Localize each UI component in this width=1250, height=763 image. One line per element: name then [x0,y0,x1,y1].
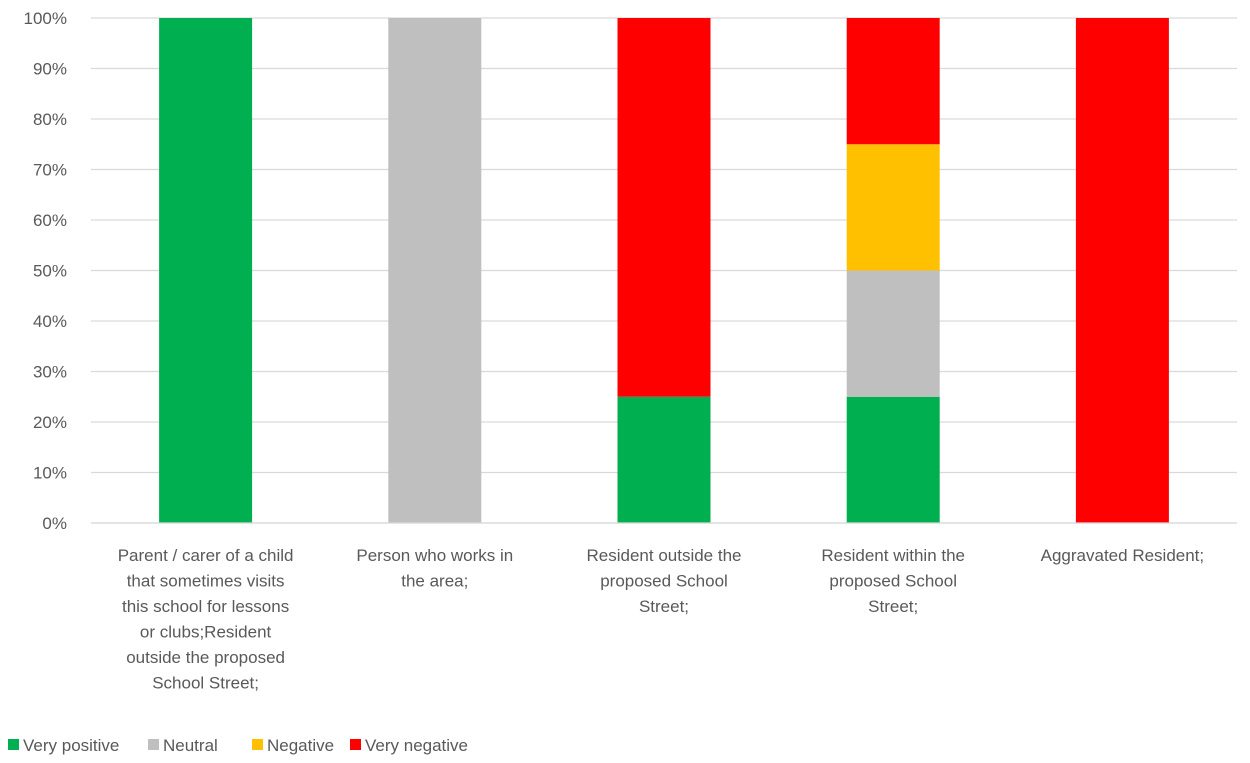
bar-segment [846,396,940,523]
legend-swatch [148,739,159,750]
y-tick-label: 0% [42,514,67,533]
y-tick-label: 80% [33,110,67,129]
legend-swatch [350,739,361,750]
legend-label: Very positive [23,736,119,755]
bar-segment [846,270,940,397]
legend-swatch [252,739,263,750]
legend-label: Very negative [365,736,468,755]
x-category-label: Person who works in the area; [356,546,513,591]
y-tick-label: 50% [33,262,67,281]
bar-segment [159,18,253,523]
y-tick-label: 70% [33,161,67,180]
bar-segment [617,396,711,523]
legend-label: Negative [267,736,334,755]
axes: 0% 10% 20% 30% 40% 50% 60% 70% 80% 90% 100% Parent … [24,9,1237,693]
y-tick-label: 30% [33,363,67,382]
y-tick-label: 60% [33,211,67,230]
y-tick-label: 10% [33,464,67,483]
legend-swatch [8,739,19,750]
y-tick-label: 100% [24,9,67,28]
bar-segment [846,144,940,271]
y-tick-label: 40% [33,312,67,331]
bars [159,18,1169,523]
bar-segment [388,18,482,523]
legend: Very positive Neutral Negative Very negativ… [8,736,468,755]
x-category-label: Aggravated Resident; [1041,546,1205,565]
y-tick-label: 20% [33,413,67,432]
x-category-label: Resident within the proposed School Street… [821,546,965,616]
bar-segment [1075,18,1169,523]
x-category-label: Resident outside the proposed School Stree… [587,546,742,616]
y-tick-label: 90% [33,60,67,79]
bar-segment [617,18,711,397]
bar-segment [846,18,940,145]
x-category-label: Parent / carer of a child that sometimes … [118,546,294,693]
legend-label: Neutral [163,736,218,755]
